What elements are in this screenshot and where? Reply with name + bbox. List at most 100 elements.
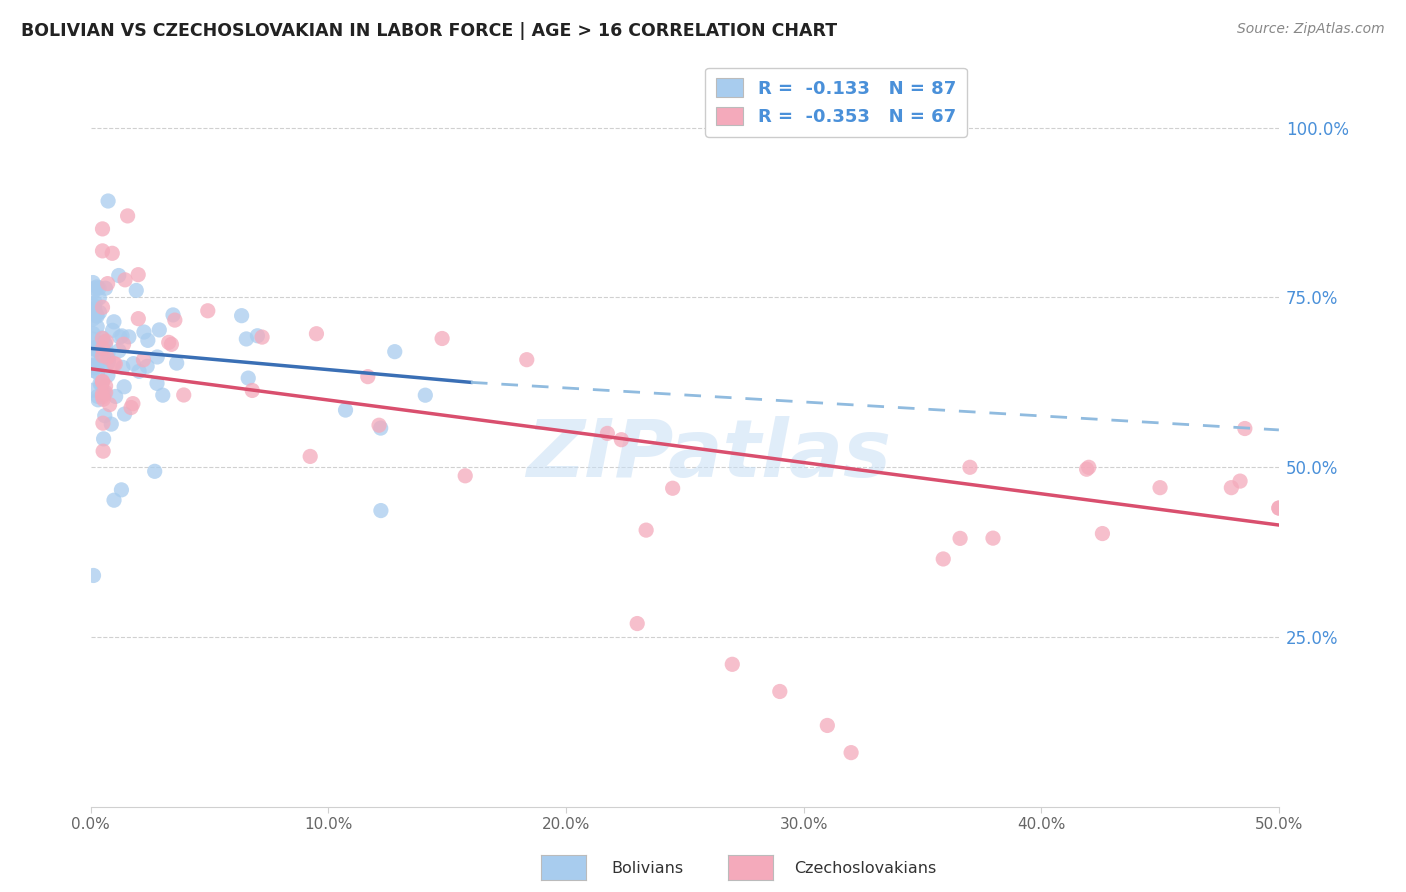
Point (82, 354, 104, 368)
Point (114, 273, 136, 287)
Point (83, 281, 105, 295)
Point (127, 311, 149, 326)
Legend: R =  -0.133   N = 87, R =  -0.353   N = 67: R = -0.133 N = 87, R = -0.353 N = 67 (706, 68, 967, 137)
Point (1076, 462, 1098, 476)
Point (94, 334, 117, 349)
Point (91, 222, 114, 236)
Point (97, 354, 120, 368)
Point (87, 392, 110, 407)
Point (103, 315, 125, 329)
Point (91, 244, 114, 258)
Point (82, 363, 104, 377)
Point (94, 281, 117, 295)
Point (127, 268, 149, 282)
Point (91, 300, 114, 314)
Point (596, 426, 619, 441)
Point (368, 418, 391, 433)
Point (636, 523, 658, 537)
Point (769, 684, 792, 698)
Point (94, 385, 117, 400)
Point (157, 335, 180, 350)
Point (82, 359, 104, 374)
Point (97, 346, 120, 360)
Point (101, 246, 124, 260)
Point (122, 357, 145, 371)
Point (160, 337, 183, 351)
Point (83, 358, 105, 372)
Point (949, 532, 972, 546)
Point (91, 392, 114, 407)
Point (1229, 474, 1251, 488)
Point (86, 359, 108, 374)
Point (91, 331, 114, 345)
Point (82, 341, 104, 355)
Point (370, 503, 392, 517)
Point (610, 433, 633, 447)
Point (94, 338, 117, 352)
Point (815, 718, 838, 732)
Point (86, 389, 108, 403)
Point (246, 328, 269, 343)
Point (91, 390, 114, 404)
Point (89, 305, 111, 319)
Point (152, 388, 174, 402)
Text: Bolivians: Bolivians (612, 861, 683, 876)
Point (146, 376, 169, 391)
Point (83, 301, 105, 316)
Point (839, 746, 862, 760)
Point (932, 552, 955, 566)
Point (110, 483, 132, 497)
Point (91, 374, 114, 388)
Point (122, 397, 145, 411)
Point (108, 343, 131, 358)
Point (335, 403, 357, 417)
Point (97, 368, 120, 383)
Point (91, 331, 114, 345)
Point (661, 481, 683, 495)
Point (83, 568, 105, 582)
Point (89, 291, 111, 305)
Point (91, 341, 114, 355)
Point (128, 364, 150, 378)
Point (100, 417, 122, 431)
Point (125, 284, 148, 298)
Point (104, 389, 127, 403)
Point (250, 330, 273, 344)
Point (93, 432, 115, 446)
Text: Source: ZipAtlas.com: Source: ZipAtlas.com (1237, 22, 1385, 37)
Point (1077, 460, 1099, 475)
Point (370, 421, 392, 435)
Point (103, 493, 125, 508)
Point (91, 375, 114, 389)
Point (231, 309, 253, 323)
Point (305, 326, 328, 341)
Point (83, 299, 105, 313)
Point (112, 337, 135, 351)
Point (82, 383, 104, 397)
Point (516, 352, 538, 367)
Point (238, 371, 260, 385)
Point (82, 308, 104, 322)
Point (626, 616, 648, 631)
Point (111, 329, 134, 343)
Point (82, 311, 104, 326)
Point (357, 369, 380, 384)
Point (1233, 421, 1256, 435)
Point (120, 401, 142, 415)
Text: Czechoslovakians: Czechoslovakians (794, 861, 936, 876)
Point (94, 409, 117, 423)
Point (240, 384, 263, 398)
Point (148, 323, 170, 337)
Point (197, 303, 219, 318)
Point (235, 332, 257, 346)
Point (163, 313, 186, 327)
Point (83, 360, 105, 375)
Point (132, 325, 155, 339)
Point (90, 350, 112, 364)
Point (93, 386, 115, 401)
Point (108, 330, 131, 344)
Point (89, 376, 111, 391)
Point (91, 444, 114, 458)
Point (96, 351, 118, 365)
Point (83, 341, 105, 355)
